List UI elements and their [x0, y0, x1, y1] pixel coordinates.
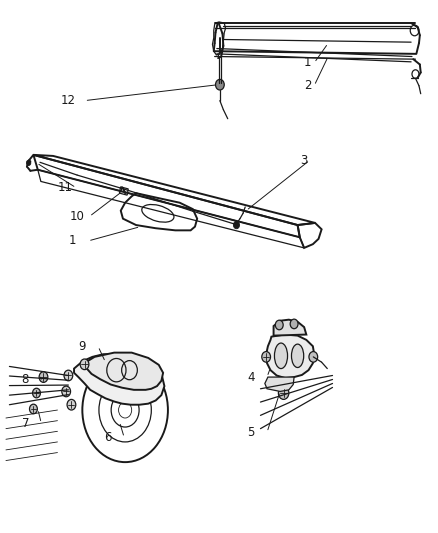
Text: 1: 1: [68, 235, 76, 247]
Text: 10: 10: [70, 210, 85, 223]
Circle shape: [64, 370, 73, 381]
Text: 3: 3: [300, 154, 307, 167]
Polygon shape: [274, 320, 306, 336]
Text: 4: 4: [247, 370, 255, 384]
Circle shape: [233, 221, 240, 229]
Circle shape: [276, 320, 283, 330]
Circle shape: [26, 160, 31, 165]
Circle shape: [279, 386, 289, 399]
Circle shape: [39, 372, 48, 382]
Circle shape: [29, 404, 37, 414]
Bar: [120, 187, 128, 195]
Ellipse shape: [291, 344, 304, 368]
Text: 1: 1: [304, 56, 312, 69]
Circle shape: [262, 352, 271, 362]
Polygon shape: [266, 335, 314, 378]
Circle shape: [290, 319, 298, 329]
Text: 11: 11: [57, 181, 72, 195]
Circle shape: [309, 352, 318, 362]
Text: 12: 12: [61, 94, 76, 107]
Text: 7: 7: [21, 417, 29, 430]
Circle shape: [80, 359, 89, 369]
Text: 6: 6: [105, 431, 112, 444]
Circle shape: [67, 399, 76, 410]
Circle shape: [215, 79, 224, 90]
Polygon shape: [265, 377, 294, 391]
Text: 9: 9: [78, 340, 86, 353]
Circle shape: [62, 386, 71, 397]
Polygon shape: [86, 353, 163, 390]
Circle shape: [32, 388, 40, 398]
Ellipse shape: [275, 343, 288, 368]
Text: 5: 5: [247, 426, 255, 439]
Polygon shape: [74, 354, 164, 405]
Text: 2: 2: [304, 79, 312, 92]
Text: 8: 8: [21, 373, 29, 386]
